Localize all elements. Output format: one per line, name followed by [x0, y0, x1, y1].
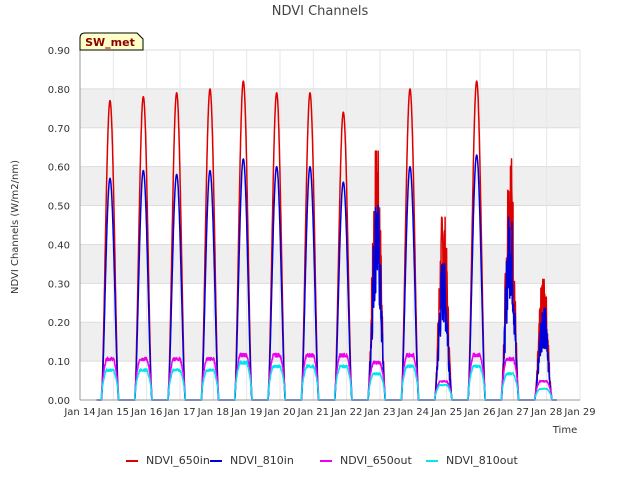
legend-item-ndvi_650out: NDVI_650out — [320, 454, 412, 467]
sw-met-badge: SW_met — [79, 32, 144, 51]
y-tick-label: 0.70 — [48, 124, 70, 135]
legend-item-ndvi_810in: NDVI_810in — [210, 454, 294, 467]
x-tick-label: Jan 25 — [430, 407, 462, 418]
x-tick-label: Jan 27 — [497, 407, 529, 418]
plot-band — [80, 166, 580, 206]
legend-label: NDVI_650in — [146, 454, 210, 467]
plot-band — [80, 361, 580, 400]
plot-band — [80, 283, 580, 323]
plot-band — [80, 205, 580, 245]
x-axis-label: Time — [552, 425, 577, 436]
legend-item-ndvi_650in: NDVI_650in — [126, 454, 210, 467]
y-tick-label: 0.90 — [48, 46, 70, 57]
y-tick-label: 0.10 — [48, 357, 70, 368]
y-tick-label: 0.60 — [48, 163, 70, 174]
x-tick-label: Jan 26 — [463, 407, 495, 418]
badge-label: SW_met — [85, 36, 135, 49]
y-tick-labels: 0.00 0.10 0.20 0.30 0.40 0.50 0.60 0.70 0.80 0.90 — [48, 46, 70, 407]
legend: NDVI_650in NDVI_810in NDVI_650out NDVI_810o… — [126, 454, 518, 467]
x-tick-label: Jan 14 — [63, 407, 95, 418]
x-tick-label: Jan 29 — [563, 407, 595, 418]
y-tick-label: 0.50 — [48, 202, 70, 213]
x-tick-label: Jan 18 — [197, 407, 229, 418]
x-tick-label: Jan 24 — [397, 407, 429, 418]
x-tick-labels: Jan 14 Jan 15 Jan 16 Jan 17 Jan 18 Jan 19 Jan … — [63, 407, 595, 418]
plot-band — [80, 88, 580, 128]
plot-band — [80, 322, 580, 362]
chart-title: NDVI Channels — [272, 4, 369, 19]
x-tick-label: Jan 15 — [97, 407, 129, 418]
plot-band — [80, 50, 580, 89]
y-tick-label: 0.30 — [48, 279, 70, 290]
y-tick-label: 0.80 — [48, 85, 70, 96]
legend-item-ndvi_810out: NDVI_810out — [426, 454, 518, 467]
y-tick-label: 0.40 — [48, 240, 70, 251]
x-tick-label: Jan 21 — [297, 407, 329, 418]
x-tick-label: Jan 23 — [363, 407, 395, 418]
x-tick-label: Jan 19 — [230, 407, 262, 418]
y-tick-label: 0.20 — [48, 318, 70, 329]
legend-label: NDVI_810out — [446, 454, 518, 467]
x-tick-label: Jan 20 — [263, 407, 295, 418]
y-axis-label: NDVI Channels (W/m2/nm) — [10, 160, 21, 294]
x-tick-label: Jan 17 — [163, 407, 195, 418]
legend-label: NDVI_810in — [230, 454, 294, 467]
axes — [79, 50, 580, 401]
x-tick-label: Jan 28 — [530, 407, 562, 418]
x-tick-label: Jan 22 — [330, 407, 362, 418]
legend-label: NDVI_650out — [340, 454, 412, 467]
plot-band — [80, 127, 580, 167]
y-tick-label: 0.00 — [48, 396, 70, 407]
plot-band — [80, 244, 580, 284]
plot-background-bands — [80, 50, 580, 400]
x-tick-label: Jan 16 — [130, 407, 162, 418]
